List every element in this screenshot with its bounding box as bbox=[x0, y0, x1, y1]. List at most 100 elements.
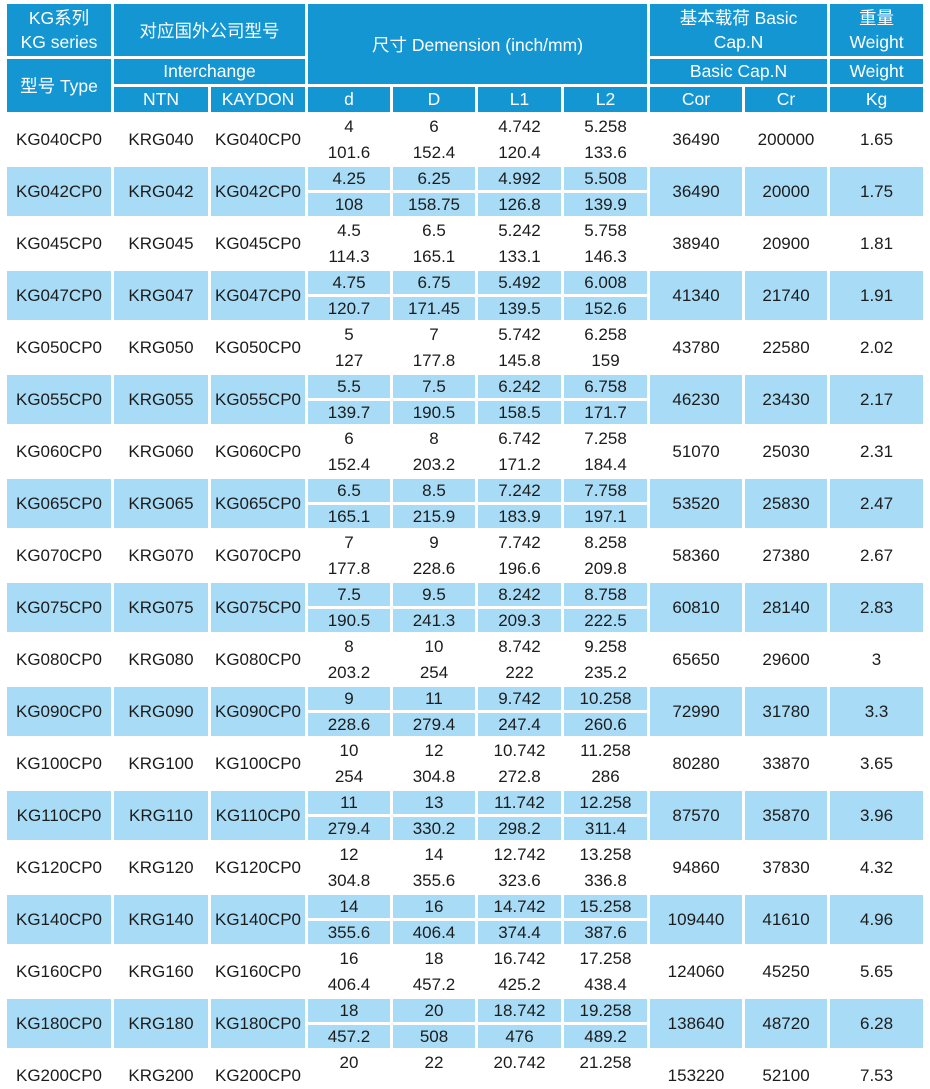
cr-cell: 20900 bbox=[745, 219, 828, 268]
header-weight-en: Weight bbox=[830, 59, 924, 84]
dim-l2-mm-cell: 146.3 bbox=[564, 245, 648, 268]
table-row-mm: 120.7 171.45 139.5 152.6 bbox=[7, 297, 923, 320]
table-row-inch: KG120CP0 KRG120 KG120CP0 12 14 12.742 13.258 94… bbox=[7, 843, 924, 892]
table-row-inch: KG075CP0 KRG075 KG075CP0 7.5 9.5 8.242 8.758 60… bbox=[7, 583, 924, 632]
dim-D-inch-cell: 18 bbox=[393, 947, 475, 970]
header-kg-series: KG系列 KG series bbox=[7, 4, 111, 56]
ntn-cell: KRG140 bbox=[114, 895, 208, 944]
dim-D-mm-cell: 355.6 bbox=[393, 869, 475, 892]
kg-cell: 4.32 bbox=[830, 843, 924, 892]
kg-cell: 7.53 bbox=[830, 1051, 924, 1089]
kg-cell: 2.31 bbox=[830, 427, 924, 476]
dim-D-mm-cell: 152.4 bbox=[393, 141, 475, 164]
dim-d-inch-cell: 6 bbox=[308, 427, 390, 450]
model-cell: KG200CP0 bbox=[7, 1051, 111, 1089]
model-cell: KG040CP0 bbox=[7, 115, 111, 164]
ntn-cell: KRG060 bbox=[114, 427, 208, 476]
kg-cell: 2.02 bbox=[830, 323, 924, 372]
dim-D-mm-cell: 190.5 bbox=[393, 401, 475, 424]
dim-l2-mm-cell bbox=[564, 1077, 648, 1089]
dim-l1-mm-cell: 222 bbox=[478, 661, 561, 684]
dim-l2-mm-cell: 152.6 bbox=[564, 297, 648, 320]
dim-D-inch-cell: 22 bbox=[393, 1051, 475, 1074]
kaydon-cell: KG140CP0 bbox=[211, 895, 305, 944]
dim-D-inch-cell: 9 bbox=[393, 531, 475, 554]
dim-D-mm-cell: 457.2 bbox=[393, 973, 475, 996]
dim-l2-inch-cell: 5.758 bbox=[564, 219, 648, 242]
dim-d-inch-cell: 5.5 bbox=[308, 375, 390, 398]
table-row-inch: KG042CP0 KRG042 KG042CP0 4.25 6.25 4.992 5.508… bbox=[7, 167, 924, 216]
cor-cell: 87570 bbox=[650, 791, 743, 840]
dim-d-inch-cell: 14 bbox=[308, 895, 390, 918]
dim-l2-mm-cell: 171.7 bbox=[564, 401, 648, 424]
table-row-mm: 228.6 279.4 247.4 260.6 bbox=[7, 713, 923, 736]
dim-d-mm-cell: 355.6 bbox=[308, 921, 390, 944]
dim-D-mm-cell: 254 bbox=[393, 661, 475, 684]
dim-d-inch-cell: 4 bbox=[308, 115, 390, 138]
dim-d-mm-cell: 304.8 bbox=[308, 869, 390, 892]
cr-cell: 25030 bbox=[745, 427, 828, 476]
cr-cell: 52100 bbox=[745, 1051, 828, 1089]
dim-l2-inch-cell: 6.758 bbox=[564, 375, 648, 398]
cr-cell: 27380 bbox=[745, 531, 828, 580]
header-col-l2: L2 bbox=[564, 87, 648, 112]
dim-l2-inch-cell: 9.258 bbox=[564, 635, 648, 658]
header-row-3: NTN KAYDON d D L1 L2 Cor Cr Kg bbox=[7, 87, 924, 112]
dim-l1-inch-cell: 11.742 bbox=[478, 791, 561, 814]
kg-cell: 3.96 bbox=[830, 791, 924, 840]
kg-cell: 6.28 bbox=[830, 999, 924, 1048]
ntn-cell: KRG100 bbox=[114, 739, 208, 788]
dim-l2-inch-cell: 5.258 bbox=[564, 115, 648, 138]
dim-l1-mm-cell: 183.9 bbox=[478, 505, 561, 528]
model-cell: KG050CP0 bbox=[7, 323, 111, 372]
cr-cell: 200000 bbox=[745, 115, 828, 164]
dim-l2-inch-cell: 11.258 bbox=[564, 739, 648, 762]
ntn-cell: KRG065 bbox=[114, 479, 208, 528]
dim-D-inch-cell: 7 bbox=[393, 323, 475, 346]
cr-cell: 35870 bbox=[745, 791, 828, 840]
kg-cell: 2.67 bbox=[830, 531, 924, 580]
kg-cell: 3 bbox=[830, 635, 924, 684]
dim-l1-mm-cell: 158.5 bbox=[478, 401, 561, 424]
header-row-2: 型号 Type Interchange Basic Cap.N Weight bbox=[7, 59, 924, 112]
header-col-cor: Cor bbox=[650, 87, 743, 112]
cor-cell: 51070 bbox=[650, 427, 743, 476]
dim-D-inch-cell: 8.5 bbox=[393, 479, 475, 502]
ntn-cell: KRG110 bbox=[114, 791, 208, 840]
kaydon-cell: KG045CP0 bbox=[211, 219, 305, 268]
dim-d-mm-cell: 139.7 bbox=[308, 401, 390, 424]
kg-cell: 2.83 bbox=[830, 583, 924, 632]
kg-cell: 3.3 bbox=[830, 687, 924, 736]
model-cell: KG110CP0 bbox=[7, 791, 111, 840]
kaydon-cell: KG050CP0 bbox=[211, 323, 305, 372]
kg-cell: 1.75 bbox=[830, 167, 924, 216]
dim-l2-mm-cell: 489.2 bbox=[564, 1025, 648, 1048]
table-row-mm: 457.2 508 476 489.2 bbox=[7, 1025, 923, 1048]
cr-cell: 45250 bbox=[745, 947, 828, 996]
dim-D-mm-cell: 203.2 bbox=[393, 453, 475, 476]
kaydon-cell: KG040CP0 bbox=[211, 115, 305, 164]
dim-l1-mm-cell: 374.4 bbox=[478, 921, 561, 944]
dim-d-mm-cell bbox=[308, 1077, 390, 1089]
dim-d-inch-cell: 8 bbox=[308, 635, 390, 658]
dim-d-inch-cell: 4.75 bbox=[308, 271, 390, 294]
kg-cell: 1.65 bbox=[830, 115, 924, 164]
ntn-cell: KRG045 bbox=[114, 219, 208, 268]
dim-l1-mm-cell bbox=[478, 1077, 561, 1089]
table-row-inch: KG160CP0 KRG160 KG160CP0 16 18 16.742 17.258 12… bbox=[7, 947, 924, 996]
cr-cell: 29600 bbox=[745, 635, 828, 684]
dim-d-mm-cell: 254 bbox=[308, 765, 390, 788]
dim-d-mm-cell: 114.3 bbox=[308, 245, 390, 268]
dim-D-mm-cell bbox=[393, 1077, 475, 1089]
cor-cell: 46230 bbox=[650, 375, 743, 424]
dim-l1-mm-cell: 476 bbox=[478, 1025, 561, 1048]
dim-l2-inch-cell: 8.758 bbox=[564, 583, 648, 606]
dim-l1-mm-cell: 120.4 bbox=[478, 141, 561, 164]
dim-D-inch-cell: 12 bbox=[393, 739, 475, 762]
model-cell: KG160CP0 bbox=[7, 947, 111, 996]
dim-D-inch-cell: 6.25 bbox=[393, 167, 475, 190]
kaydon-cell: KG070CP0 bbox=[211, 531, 305, 580]
dim-d-inch-cell: 18 bbox=[308, 999, 390, 1022]
table-row-mm: 127 177.8 145.8 159 bbox=[7, 349, 923, 372]
dim-d-mm-cell: 120.7 bbox=[308, 297, 390, 320]
